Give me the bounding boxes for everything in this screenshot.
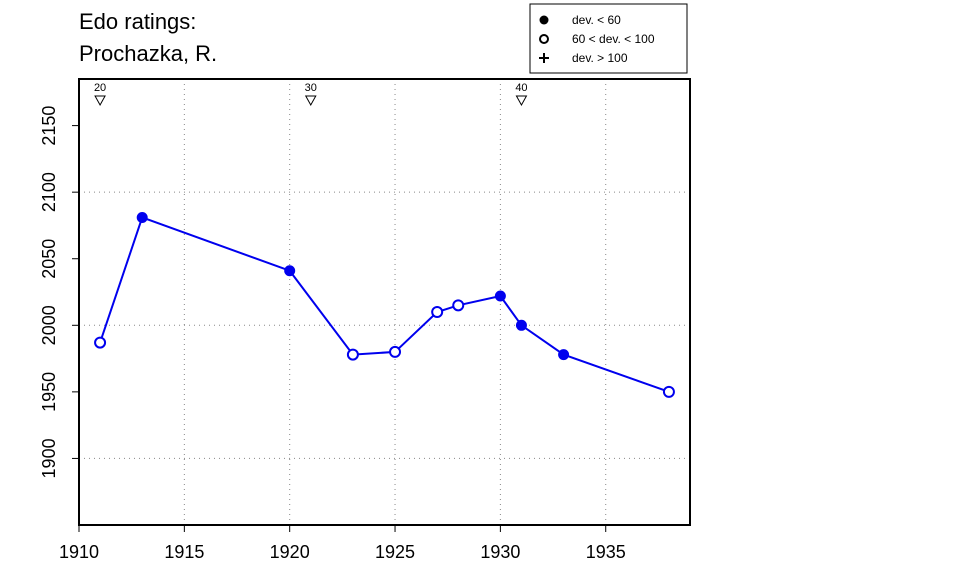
legend-label: 60 < dev. < 100 bbox=[572, 32, 655, 46]
age-marker-triangle bbox=[515, 95, 528, 107]
y-tick-label: 2150 bbox=[39, 106, 59, 146]
chart-title-line-1: Edo ratings: bbox=[79, 9, 196, 34]
legend-label: dev. > 100 bbox=[572, 51, 628, 65]
age-marker-triangle bbox=[304, 95, 317, 107]
age-marker-triangle bbox=[94, 95, 106, 107]
age-marker-label: 30 bbox=[305, 82, 317, 94]
chart-title-line-2: Prochazka, R. bbox=[79, 41, 217, 66]
x-tick-label: 1925 bbox=[375, 542, 415, 562]
x-tick-label: 1930 bbox=[480, 542, 520, 562]
legend-symbol-filled bbox=[539, 15, 549, 25]
x-tick-label: 1935 bbox=[586, 542, 626, 562]
age-marker-label: 40 bbox=[515, 82, 527, 94]
data-point-filled bbox=[284, 265, 296, 277]
legend-symbol-open bbox=[539, 34, 549, 44]
legend-label: dev. < 60 bbox=[572, 13, 621, 27]
data-point-filled bbox=[136, 211, 148, 223]
y-tick-label: 2100 bbox=[39, 172, 59, 212]
x-tick-label: 1915 bbox=[164, 542, 204, 562]
grid bbox=[79, 79, 690, 525]
rating-line bbox=[99, 216, 670, 393]
legend: dev. < 60 60 < dev. < 100 dev. > 100 bbox=[529, 3, 688, 74]
data-point-open bbox=[389, 345, 402, 358]
y-tick-label: 1900 bbox=[39, 438, 59, 478]
axes: 1910 1915 1920 1925 1930 1935 1900 1950 2000 2050… bbox=[39, 78, 691, 562]
data-point-filled bbox=[515, 319, 527, 331]
legend-box bbox=[529, 3, 688, 74]
plot-area: 20 30 40 bbox=[94, 82, 675, 398]
y-tick-label: 2050 bbox=[39, 239, 59, 279]
y-tick-label: 1950 bbox=[39, 372, 59, 412]
data-point-filled bbox=[494, 290, 506, 302]
data-point-filled bbox=[558, 349, 570, 361]
legend-symbol-plus bbox=[539, 53, 549, 63]
x-tick-label: 1920 bbox=[270, 542, 310, 562]
plot-frame bbox=[78, 78, 691, 526]
data-point-open bbox=[94, 336, 107, 349]
data-point-open bbox=[431, 305, 444, 318]
data-point-open bbox=[452, 299, 465, 312]
x-tick-label: 1910 bbox=[59, 542, 99, 562]
data-point-open bbox=[662, 385, 675, 398]
y-tick-label: 2000 bbox=[39, 305, 59, 345]
data-point-open bbox=[346, 348, 359, 361]
age-marker-label: 20 bbox=[94, 82, 106, 94]
